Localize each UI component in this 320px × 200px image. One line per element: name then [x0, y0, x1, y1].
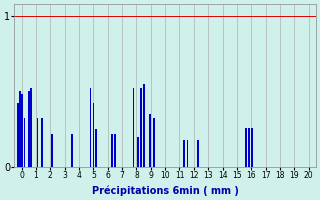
Bar — [245, 128, 247, 167]
Bar — [183, 140, 185, 167]
Bar — [21, 94, 23, 167]
X-axis label: Précipitations 6min ( mm ): Précipitations 6min ( mm ) — [92, 185, 239, 196]
Bar — [137, 137, 139, 167]
Bar — [28, 91, 30, 167]
Bar — [143, 84, 145, 167]
Bar — [36, 118, 38, 167]
Bar — [114, 134, 116, 167]
Bar — [41, 118, 43, 167]
Bar — [111, 134, 113, 167]
Bar — [24, 118, 25, 167]
Bar — [197, 140, 199, 167]
Bar — [71, 134, 73, 167]
Bar — [187, 140, 188, 167]
Bar — [133, 88, 134, 167]
Bar — [95, 129, 97, 167]
Bar — [17, 103, 19, 167]
Bar — [30, 88, 32, 167]
Bar — [140, 88, 142, 167]
Bar — [248, 128, 250, 167]
Bar — [149, 114, 151, 167]
Bar — [251, 128, 253, 167]
Bar — [51, 134, 52, 167]
Bar — [92, 103, 94, 167]
Bar — [153, 118, 155, 167]
Bar — [19, 91, 21, 167]
Bar — [90, 88, 92, 167]
